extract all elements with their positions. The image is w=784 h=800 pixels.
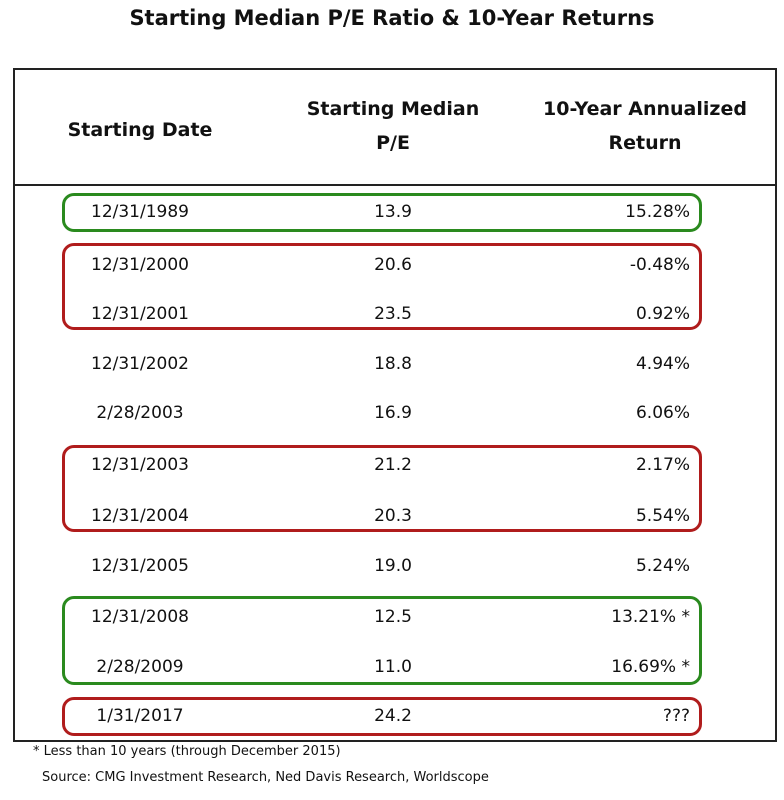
highlight-red [62,445,702,532]
column-header: 10-Year Annualized Return [543,98,747,154]
table-frame [13,68,777,742]
pe-cell: 19.0 [374,556,412,576]
date-cell: 12/31/2008 [91,607,189,627]
footnote: * Less than 10 years (through December 2… [33,744,341,759]
return-cell: 15.28% [625,202,690,222]
header-divider [13,184,775,186]
pe-cell: 20.6 [374,255,412,275]
column-header: Starting Median P/E [306,98,480,154]
source-note: Source: CMG Investment Research, Ned Dav… [42,770,489,785]
return-cell: 6.06% [635,403,690,423]
return-cell: 5.54% [635,506,690,526]
pe-cell: 23.5 [374,304,412,324]
date-cell: 12/31/2004 [91,506,189,526]
date-cell: 12/31/2000 [91,255,189,275]
highlight-green [62,193,702,232]
date-cell: 12/31/2005 [91,556,189,576]
return-cell: 13.21% * [611,607,690,627]
date-cell: 12/31/2001 [91,304,189,324]
title: Starting Median P/E Ratio & 10-Year Retu… [129,6,655,30]
return-cell: 16.69% * [611,657,690,677]
return-cell: 2.17% [635,455,690,475]
highlight-red [62,243,702,330]
pe-cell: 18.8 [374,354,412,374]
highlight-green [62,596,702,685]
date-cell: 2/28/2009 [96,657,184,677]
date-cell: 12/31/2003 [91,455,189,475]
column-header: Starting Date [67,119,213,141]
return-cell: ??? [662,706,690,726]
pe-cell: 21.2 [374,455,412,475]
date-cell: 2/28/2003 [96,403,184,423]
highlight-red [62,697,702,736]
date-cell: 1/31/2017 [96,706,184,726]
return-cell: -0.48% [629,255,690,275]
return-cell: 4.94% [635,354,690,374]
pe-cell: 13.9 [374,202,412,222]
return-cell: 0.92% [635,304,690,324]
pe-cell: 12.5 [374,607,412,627]
date-cell: 12/31/2002 [91,354,189,374]
return-cell: 5.24% [635,556,690,576]
pe-cell: 20.3 [374,506,412,526]
pe-cell: 11.0 [374,657,412,677]
pe-cell: 16.9 [374,403,412,423]
pe-cell: 24.2 [374,706,412,726]
date-cell: 12/31/1989 [91,202,189,222]
